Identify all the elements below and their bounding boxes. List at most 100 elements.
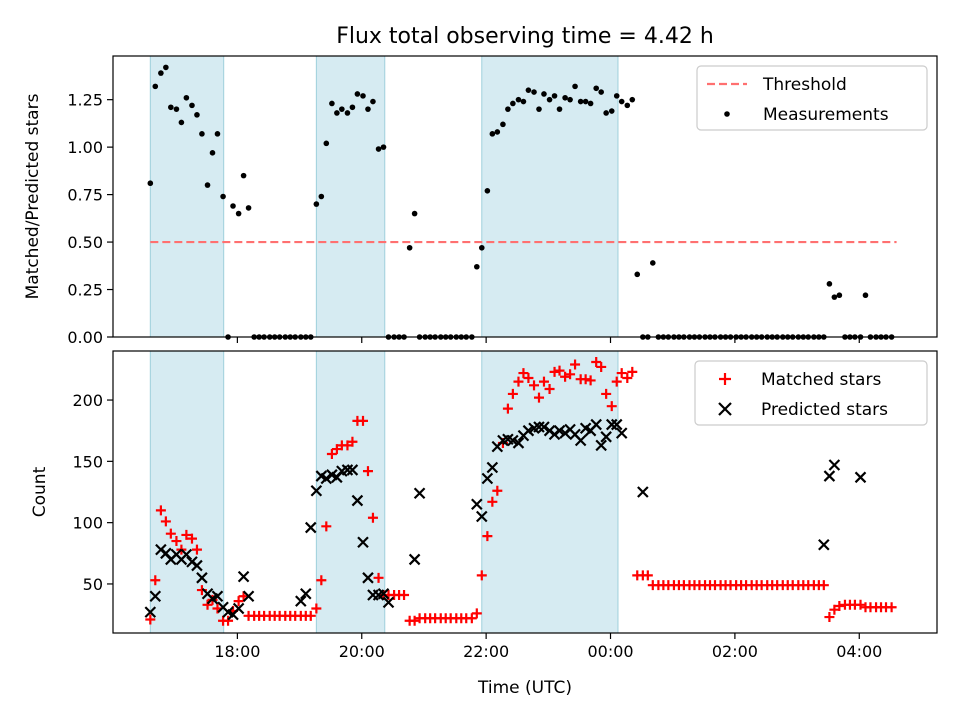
data-point [649,260,656,266]
data-point [570,359,581,370]
data-point [377,587,390,600]
y-axis-label: Count [30,466,50,517]
data-point [525,87,532,93]
data-point [232,602,245,615]
axes-frame [112,55,938,338]
data-point [399,589,410,600]
data-point [610,418,623,431]
legend-marker [724,111,730,117]
data-point [831,294,838,300]
data-point [624,102,631,109]
data-point [596,361,607,372]
data-point [233,596,244,607]
data-point [147,180,154,187]
data-point [634,271,641,278]
data-point [186,533,197,544]
data-point [629,96,636,103]
data-point [533,421,545,433]
data-point [165,528,176,539]
data-point [538,376,549,387]
data-point [556,106,563,112]
data-point [346,464,359,476]
data-point [478,244,485,251]
data-point [818,538,830,551]
data-point [316,575,327,586]
data-point [158,70,164,76]
y-tick-label: 1.00 [67,138,103,157]
data-point [313,201,320,207]
data-point [502,403,513,414]
data-point [487,496,498,507]
data-point [471,608,482,619]
data-point [538,421,550,433]
data-point [202,599,213,610]
data-point [544,384,555,395]
data-point [323,140,330,147]
data-point [476,510,488,523]
data-point [413,487,426,500]
data-point [510,100,516,107]
data-point [318,193,325,200]
y-tick-label: 150 [72,452,103,471]
data-point [605,418,618,431]
data-point [515,96,522,103]
data-point [245,205,252,211]
data-point [406,244,413,251]
data-point [567,96,573,103]
data-point [591,357,602,368]
data-point [606,401,617,412]
data-point [513,376,524,387]
data-point [587,100,594,107]
data-point [512,437,525,449]
legend-label: Threshold [762,75,847,95]
data-point [199,131,205,137]
data-point [411,210,418,217]
shaded-interval [481,350,619,634]
data-point [237,570,250,583]
data-point [613,93,620,99]
data-point [191,559,203,572]
data-point [471,498,483,511]
data-point [242,590,255,602]
data-point [152,83,159,90]
data-point [551,93,558,99]
data-point [211,590,224,602]
legend-marker [719,373,731,385]
data-point [321,521,332,532]
data-point [183,94,190,101]
data-point [536,106,542,112]
data-point [529,380,540,391]
y-tick-label: 1.25 [67,91,103,110]
data-point [370,98,376,105]
data-point [824,612,835,623]
data-point [476,570,487,581]
data-point [380,144,387,150]
data-point [367,512,378,523]
data-point [615,427,628,439]
top-panel: 0.00 0.25 0.50 0.75 1.00 1.25 Matched/Predicte… [23,55,938,347]
data-point [365,106,371,112]
data-point [373,572,384,583]
data-point [326,448,337,459]
data-point [230,203,236,209]
bottom-panel: 50 100 150 200 18:00 20:00 22:00 00:00 02:00 04:0… [30,350,938,661]
data-point [223,615,234,626]
shaded-interval [149,350,225,634]
y-tick-label: 0.00 [67,328,103,347]
data-point [618,98,625,105]
data-point [220,193,226,200]
data-point [375,146,382,152]
data-point [572,83,578,90]
data-point [823,470,836,482]
data-point [466,613,477,624]
data-point [163,64,169,71]
data-point [593,85,600,92]
data-point [546,96,553,103]
data-point [549,366,560,377]
data-point [492,485,503,496]
data-point [598,89,604,95]
data-point [304,521,317,534]
data-point [357,415,368,426]
axes-frame [112,350,938,634]
data-point [494,129,501,135]
